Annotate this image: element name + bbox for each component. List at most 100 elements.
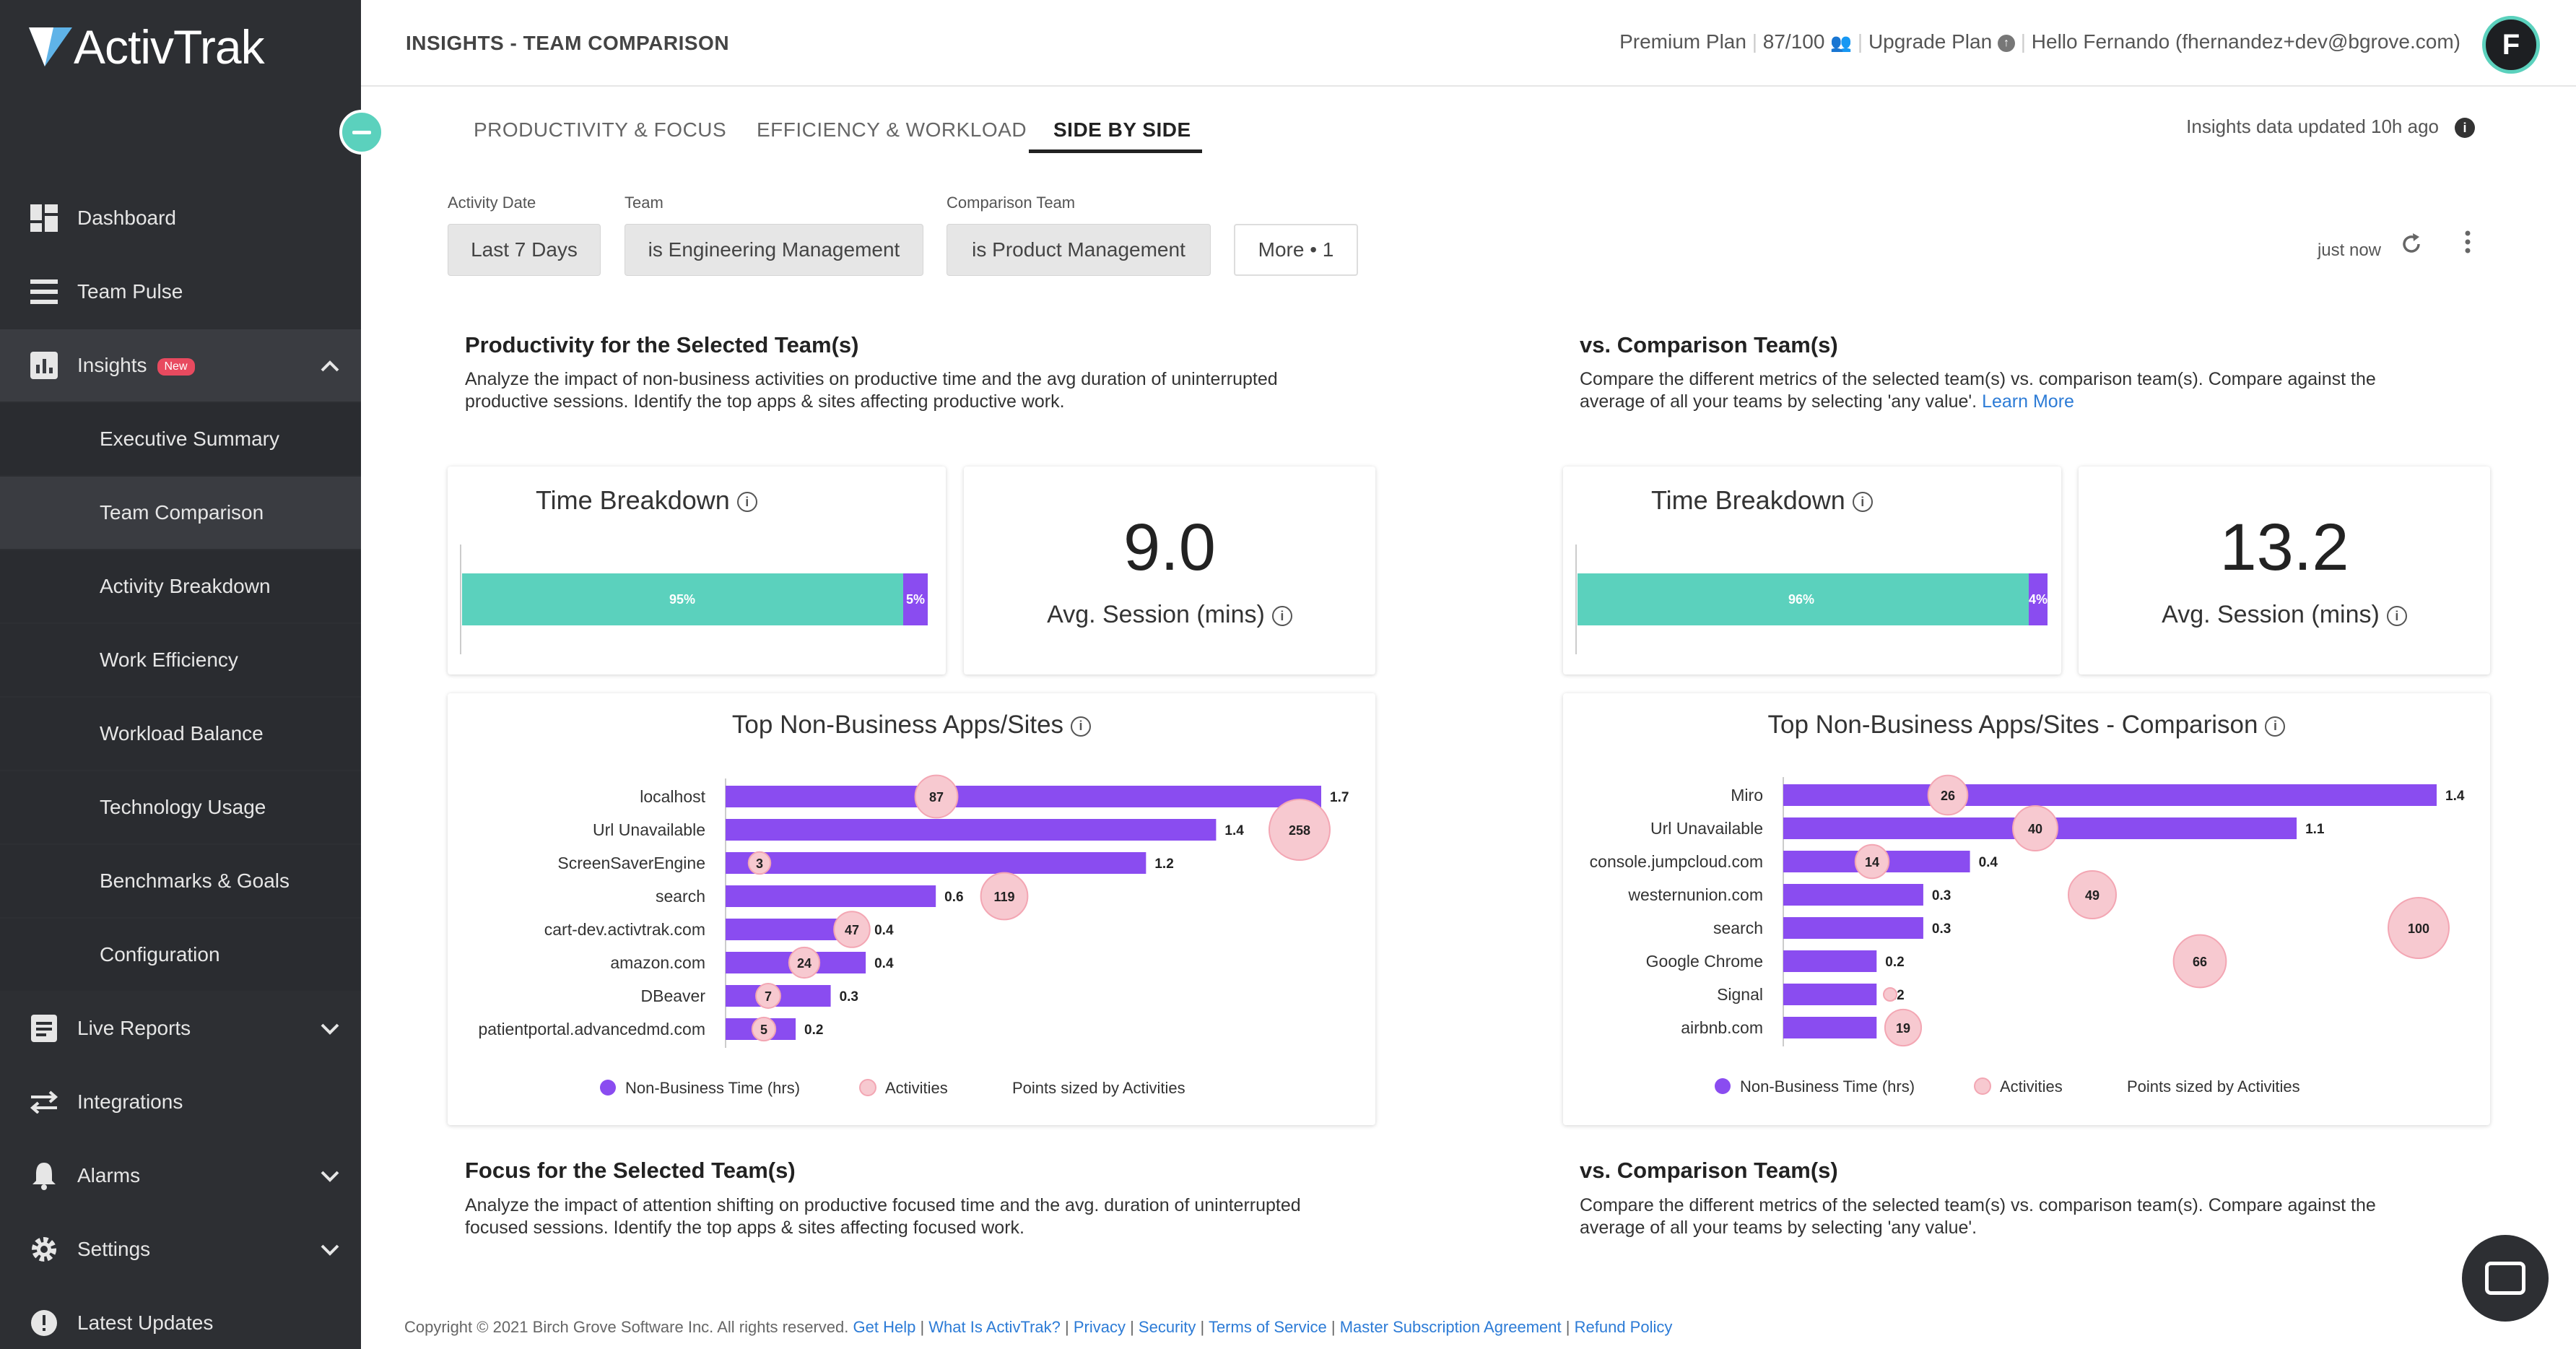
activity-value-label: 66 <box>2193 955 2207 969</box>
activity-bubble <box>2068 870 2117 919</box>
last-refresh-time: just now <box>2317 240 2381 260</box>
learn-more-link[interactable]: Learn More <box>1982 391 2074 412</box>
activity-bubble <box>2172 934 2227 989</box>
activity-bubble <box>914 774 959 819</box>
chat-icon <box>2485 1262 2525 1295</box>
category-label: search <box>1713 919 1763 937</box>
sidebar-item-insights[interactable]: Insights New <box>0 329 361 402</box>
sidebar-subitem-executive-summary[interactable]: Executive Summary <box>0 403 361 475</box>
bar-value-label: 1.4 <box>1224 823 1244 838</box>
legend-note: Points sized by Activities <box>1012 1079 1185 1097</box>
activity-value-label: 258 <box>1289 823 1310 838</box>
bar-value-label: 1.4 <box>2445 789 2465 804</box>
more-options-icon[interactable] <box>2464 230 2471 261</box>
productive-pct-label: 96% <box>1788 592 1814 607</box>
bar <box>726 885 936 907</box>
chat-widget-button[interactable] <box>2462 1235 2549 1322</box>
sidebar-item-dashboard[interactable]: Dashboard <box>0 182 361 254</box>
info-icon[interactable]: i <box>1852 492 1873 513</box>
right-avg-session-card: 13.2 Avg. Session (mins) i <box>2079 467 2490 674</box>
legend-swatch-time <box>600 1080 616 1096</box>
footer-link-security[interactable]: Security <box>1138 1318 1196 1336</box>
sidebar-subitem-work-efficiency[interactable]: Work Efficiency <box>0 624 361 696</box>
left-focus-desc: Analyze the impact of attention shifting… <box>465 1195 1301 1238</box>
sidebar-subitem-technology-usage[interactable]: Technology Usage <box>0 771 361 843</box>
tab-productivity-focus[interactable]: PRODUCTIVITY & FOCUS <box>474 118 727 141</box>
bar <box>726 819 1217 841</box>
bar-value-label: 1.2 <box>1154 856 1173 872</box>
legend-swatch-activities <box>859 1079 876 1096</box>
left-section-desc: Analyze the impact of non-business activ… <box>465 369 1278 412</box>
chevron-up-icon[interactable] <box>321 353 339 378</box>
footer-link-refund[interactable]: Refund Policy <box>1574 1318 1673 1336</box>
chevron-down-icon[interactable] <box>321 1163 339 1188</box>
bar-value-label: 0.3 <box>1932 888 1951 903</box>
footer-link-get-help[interactable]: Get Help <box>853 1318 916 1336</box>
sidebar-item-alarms[interactable]: Alarms <box>0 1140 361 1212</box>
team-label: Team <box>625 194 663 212</box>
avatar[interactable]: F <box>2482 16 2540 74</box>
activity-bubble <box>788 946 821 979</box>
chevron-down-icon[interactable] <box>321 1237 339 1262</box>
nonbusiness-pct-label: 5% <box>906 592 925 607</box>
legend-note: Points sized by Activities <box>2127 1077 2300 1096</box>
sidebar-subitem-workload-balance[interactable]: Workload Balance <box>0 698 361 770</box>
sidebar-label-settings: Settings <box>77 1238 151 1260</box>
sidebar-item-latest-updates[interactable]: Latest Updates <box>0 1287 361 1349</box>
team-filter[interactable]: is Engineering Management <box>625 224 923 276</box>
upgrade-plan-link[interactable]: Upgrade Plan <box>1868 30 1993 53</box>
activity-bubble <box>1854 843 1890 880</box>
right-top-apps-chart: Miro 1.4 26 Url Unavailable 1.1 40 console.jum… <box>1590 774 2465 1096</box>
info-icon[interactable]: i <box>2455 118 2475 138</box>
top-header: INSIGHTS - TEAM COMPARISON Premium Plan … <box>361 0 2576 87</box>
sidebar-item-live-reports[interactable]: Live Reports <box>0 992 361 1064</box>
footer-link-terms[interactable]: Terms of Service <box>1208 1318 1327 1336</box>
bar-value-label: 1.1 <box>2305 822 2325 837</box>
left-top-apps-chart: localhost 1.7 87 Url Unavailable 1.4 258 Scree… <box>478 774 1349 1097</box>
activity-value-label: 100 <box>2408 921 2429 936</box>
bar <box>1783 950 1877 972</box>
activity-value-label: 19 <box>1896 1021 1910 1036</box>
comparison-team-filter[interactable]: is Product Management <box>947 224 1211 276</box>
footer-link-what-is-activtrak[interactable]: What Is ActivTrak? <box>928 1318 1061 1336</box>
info-icon[interactable]: i <box>736 492 757 513</box>
sidebar-item-team-pulse[interactable]: Team Pulse <box>0 256 361 328</box>
left-top-apps-card: Top Non-Business Apps/Sites i localhost 1.… <box>448 693 1375 1125</box>
sidebar-item-integrations[interactable]: Integrations <box>0 1066 361 1138</box>
sidebar-subitem-configuration[interactable]: Configuration <box>0 919 361 991</box>
left-avg-session-value: 9.0 <box>1123 511 1216 584</box>
info-icon[interactable]: i <box>1271 606 1292 627</box>
tab-efficiency-workload[interactable]: EFFICIENCY & WORKLOAD <box>757 118 1027 141</box>
more-filters-button[interactable]: More • 1 <box>1234 224 1358 276</box>
activity-bubble <box>747 851 772 875</box>
info-icon[interactable]: i <box>2386 606 2407 627</box>
team-pulse-icon <box>29 277 59 307</box>
right-top-apps-card: Top Non-Business Apps/Sites - Comparison… <box>1563 693 2490 1125</box>
legend-time-label: Non-Business Time (hrs) <box>1740 1077 1915 1096</box>
category-label: Miro <box>1731 786 1763 804</box>
sidebar-item-settings[interactable]: Settings <box>0 1213 361 1285</box>
category-label: search <box>656 887 705 906</box>
info-icon[interactable]: i <box>1071 716 1092 737</box>
nonbusiness-pct-label: 4% <box>2029 592 2048 607</box>
nonbusiness-segment <box>903 573 928 625</box>
collapse-sidebar-button[interactable] <box>339 110 384 155</box>
footer-link-msa[interactable]: Master Subscription Agreement <box>1339 1318 1562 1336</box>
bar-value-label: 0.3 <box>1932 921 1951 937</box>
activtrak-logo[interactable]: ActivTrak <box>29 20 265 74</box>
sidebar-subitem-benchmarks-goals[interactable]: Benchmarks & Goals <box>0 845 361 917</box>
productive-segment <box>1578 573 2029 625</box>
refresh-icon[interactable] <box>2400 233 2423 262</box>
nonbusiness-segment <box>2029 573 2048 625</box>
license-usage: 87/100 <box>1762 30 1825 53</box>
category-label: localhost <box>640 787 705 806</box>
category-label: console.jumpcloud.com <box>1590 852 1763 871</box>
user-greeting[interactable]: Hello Fernando (fhernandez+dev@bgrove.co… <box>2031 30 2460 53</box>
chevron-down-icon[interactable] <box>321 1016 339 1041</box>
activity-date-filter[interactable]: Last 7 Days <box>448 224 601 276</box>
info-icon[interactable]: i <box>2265 716 2286 737</box>
tab-side-by-side[interactable]: SIDE BY SIDE <box>1053 118 1191 141</box>
footer-link-privacy[interactable]: Privacy <box>1073 1318 1126 1336</box>
sidebar-subitem-activity-breakdown[interactable]: Activity Breakdown <box>0 550 361 623</box>
sidebar-subitem-team-comparison[interactable]: Team Comparison <box>0 477 361 549</box>
